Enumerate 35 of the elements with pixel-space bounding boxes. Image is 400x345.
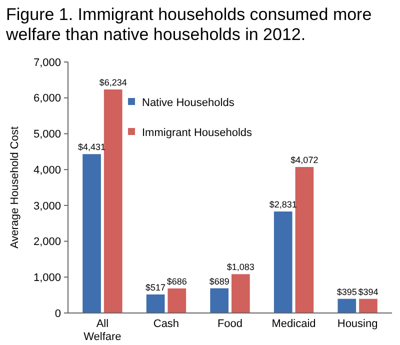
x-tick-label: Food [217,318,243,330]
bar [104,89,122,313]
y-tick-label: 3,000 [33,200,61,212]
data-label: $6,234 [99,77,127,88]
data-label: $689 [209,276,230,286]
y-tick-label: 6,000 [33,92,61,105]
chart-title: Figure 1. Immigrant households consumed more welfare than native households in 2012. [5,5,372,44]
y-tick-label: 5,000 [33,128,61,141]
legend-label: Native Households [142,96,235,109]
bar [168,288,186,313]
data-label: $4,072 [290,154,318,165]
data-label: $686 [166,276,187,286]
data-label: $395 [336,286,357,297]
legend-label: Immigrant Households [142,126,253,139]
bar [338,298,356,313]
bar [232,274,250,313]
bar [295,166,314,313]
y-tick-label: 1,000 [33,272,61,284]
y-axis-title: Average Household Cost [9,126,21,249]
x-tick-label: Cash [153,318,180,330]
data-label: $517 [146,282,166,292]
x-tick-label: Housing [337,318,378,330]
y-tick-label: 4,000 [33,164,61,176]
bar [274,211,292,313]
y-tick-label: 0 [54,308,61,320]
x-tick-label: Medicaid [272,318,316,330]
data-label: $1,083 [226,262,254,272]
bar [146,294,165,313]
data-label: $394 [358,286,378,297]
y-tick-label: 7,000 [33,56,61,69]
bar [359,298,378,313]
bar [82,154,101,313]
x-tick-label: All Welfare [84,318,122,343]
y-tick-label: 2,000 [33,236,61,248]
bar [210,288,228,313]
